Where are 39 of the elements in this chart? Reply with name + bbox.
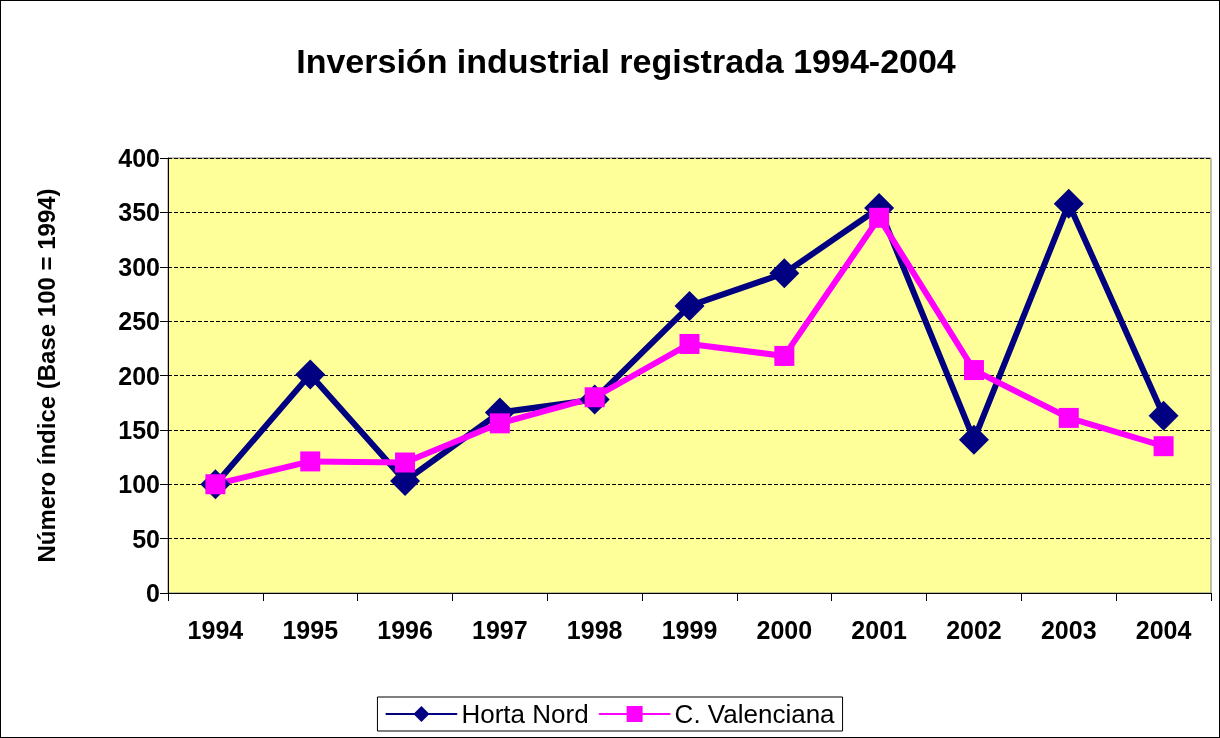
x-tick-label: 2002 [946, 615, 1002, 644]
y-tick-label: 200 [118, 361, 160, 390]
x-tick-label: 2004 [1135, 615, 1192, 644]
point [1153, 436, 1174, 457]
y-tick-label: 150 [118, 415, 160, 444]
x-tick-label: 1994 [187, 615, 244, 644]
y-tick-label: 100 [118, 470, 160, 499]
point [489, 413, 510, 434]
y-tick-label: 350 [118, 198, 160, 227]
x-tick-label: 1995 [282, 615, 339, 644]
point [869, 207, 890, 228]
point [769, 258, 800, 289]
y-tick-label: 250 [118, 307, 160, 336]
x-tick-label: 1997 [472, 615, 528, 644]
x-tick-label: 1996 [377, 615, 433, 644]
point [1058, 407, 1079, 428]
point [295, 359, 326, 390]
point [679, 333, 700, 354]
point [963, 360, 984, 381]
y-tick-label: 300 [118, 252, 160, 281]
y-tick-label: 0 [146, 579, 160, 607]
x-tick-label: 2003 [1040, 615, 1097, 644]
point [958, 424, 989, 455]
x-tick-label: 1998 [566, 615, 623, 644]
legend-label: C. Valenciana [674, 699, 836, 729]
y-axis-title: Número índice (Base 100 = 1994) [32, 188, 60, 563]
point [395, 452, 416, 473]
point [300, 451, 321, 472]
point [774, 345, 795, 366]
chart-title: Inversión industrial registrada 1994-2004 [296, 42, 956, 80]
y-tick-label: 400 [118, 144, 160, 172]
x-tick-label: 2000 [756, 615, 813, 644]
legend-label: Horta Nord [461, 699, 589, 729]
point [674, 290, 705, 321]
y-tick-label: 50 [132, 524, 160, 553]
x-tick-label: 1999 [661, 615, 718, 644]
point [1053, 188, 1084, 219]
x-tick-label: 2001 [851, 615, 908, 644]
point [1148, 400, 1179, 431]
